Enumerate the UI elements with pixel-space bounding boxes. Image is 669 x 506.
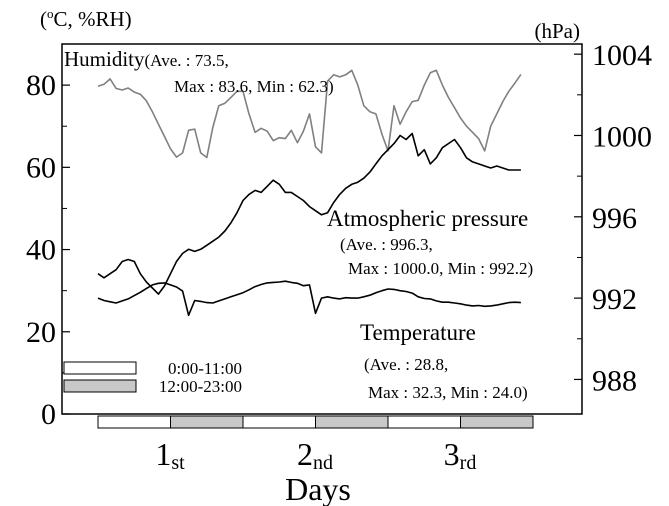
left-tick-label: 40 xyxy=(26,234,56,267)
annotation-humidity-line: Max : 83.6, Min : 62.3) xyxy=(174,77,334,96)
x-axis-label: Days xyxy=(285,471,351,506)
plot-frame xyxy=(61,43,583,415)
time-bar-segment xyxy=(242,415,316,429)
left-tick-label: 20 xyxy=(26,316,56,349)
left-tick-label: 0 xyxy=(41,398,56,431)
day-label: 1st xyxy=(155,436,185,474)
legend-label: 12:00-23:00 xyxy=(159,377,242,396)
legend-swatch xyxy=(63,361,137,375)
right-tick-label: 988 xyxy=(592,364,637,397)
annotation-temperature-line: Temperature xyxy=(360,320,476,345)
right-tick-label: 1004 xyxy=(592,39,652,72)
right-axis: 988 992 996 1000 1004 xyxy=(574,39,652,397)
right-tick-label: 992 xyxy=(592,283,637,316)
series-line-temperature xyxy=(97,280,521,317)
time-bar-segment xyxy=(387,415,461,429)
left-axis: 0 20 40 60 80 xyxy=(26,43,70,431)
series-line-atmospheric-pressure xyxy=(97,132,521,295)
annotation-atmospheric-pressure-line: Atmospheric pressure xyxy=(327,206,528,231)
legend-label: 0:00-11:00 xyxy=(168,359,242,378)
left-tick-label: 80 xyxy=(26,69,56,102)
series-annotations: Humidity(Ave. : 73.5, Max : 83.6, Min : 6… xyxy=(64,47,533,402)
time-bar-segment xyxy=(97,415,171,429)
annotation-temperature-line: (Ave. : 28.8, xyxy=(364,355,448,374)
day-labels: 1st 2nd 3rd xyxy=(155,436,476,474)
annotation-humidity-line: Humidity(Ave. : 73.5, xyxy=(64,47,229,71)
series-line-humidity xyxy=(97,69,522,159)
day-label: 2nd xyxy=(297,436,333,474)
day-label: 3rd xyxy=(444,436,477,474)
right-axis-unit: (hPa) xyxy=(535,19,581,43)
series-layer xyxy=(97,69,522,317)
right-tick-label: 1000 xyxy=(592,120,652,153)
annotation-atmospheric-pressure-line: (Ave. : 996.3, xyxy=(340,235,433,254)
annotation-atmospheric-pressure-line: Max : 1000.0, Min : 992.2) xyxy=(348,259,533,278)
time-bar-segment xyxy=(315,415,389,429)
left-tick-label: 60 xyxy=(26,151,56,184)
time-bar-segment xyxy=(460,415,534,429)
left-axis-unit: (oC, %RH) xyxy=(40,6,132,31)
legend-swatch xyxy=(63,379,137,393)
time-bar-segment xyxy=(170,415,244,429)
right-tick-label: 996 xyxy=(592,202,637,235)
annotation-temperature-line: Max : 32.3, Min : 24.0) xyxy=(368,383,528,402)
time-bar xyxy=(97,415,534,429)
